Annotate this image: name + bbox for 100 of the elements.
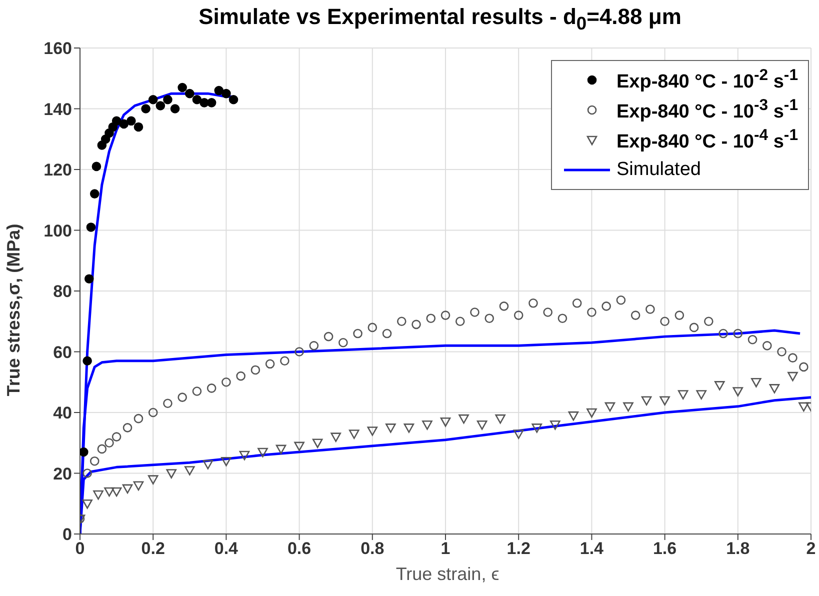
point [751,378,762,388]
point [265,359,275,369]
point [572,298,582,308]
point [185,88,194,98]
point [623,402,634,412]
point [206,384,216,393]
y-tick-label: 0 [62,525,72,544]
chart-title: Simulate vs Experimental results - d$_{0}$=4.88 μm [198,4,682,34]
point [799,362,808,372]
point [499,302,509,311]
point [294,347,304,356]
point [543,308,552,317]
y-tick-label: 40 [53,404,72,423]
point [532,424,542,433]
point [696,390,706,400]
point [777,347,786,356]
point [788,353,798,362]
point [86,222,96,232]
point [312,438,323,448]
point [104,487,114,497]
point [732,387,744,396]
point [704,316,714,326]
x-tick-label: 0.8 [360,539,384,558]
point [386,424,396,433]
point [550,420,560,430]
point [178,82,187,92]
point [396,316,406,326]
point [236,371,246,381]
point [382,328,392,338]
point [602,302,611,311]
point [134,122,144,132]
point [748,334,758,344]
point [112,116,122,126]
point [222,377,231,387]
point [455,316,465,326]
x-tick-label: 1 [440,539,450,558]
point [514,310,524,320]
point [718,328,728,338]
point [348,430,360,439]
point [678,390,688,400]
x-tick-label: 1.4 [580,539,604,558]
x-tick-label: 0.6 [287,539,312,558]
point [587,308,596,317]
point [192,386,202,396]
point [148,475,158,484]
point [148,94,158,104]
point [338,338,348,348]
point [470,308,480,317]
point [495,414,506,424]
point [126,116,136,126]
point [93,490,104,500]
x-tick-label: 2 [806,539,816,558]
point [206,98,216,108]
point [258,448,268,458]
point [84,274,94,284]
point [294,442,304,452]
y-tick-label: 140 [44,100,72,119]
point [353,328,362,338]
point [104,438,114,448]
point [92,162,102,172]
point [324,332,334,342]
legend-label: Exp-840 °C - 10$^{-4}$ s$^{-1}$ [616,126,798,154]
point [368,322,378,332]
point [440,417,451,427]
x-tick-label: 1.8 [726,539,750,558]
point [163,94,172,104]
point [513,430,524,439]
point [528,298,538,308]
point [762,341,772,350]
y-tick-label: 120 [44,160,72,180]
point [134,414,144,424]
point [166,469,177,478]
y-tick-label: 20 [53,464,72,484]
point [630,310,640,320]
point [202,460,214,470]
point [141,104,150,114]
point [148,408,158,418]
point [276,444,286,454]
legend-label: Exp-840 °C - 10$^{-3}$ s$^{-1}$ [616,96,798,124]
x-axis-title: True strain, ϵ [394,564,500,585]
point [133,481,144,491]
point [641,396,652,406]
point [689,322,699,332]
point [90,456,100,466]
point [222,88,231,98]
point [122,423,132,432]
point [82,499,92,509]
point [119,119,129,129]
point [476,420,488,430]
point [184,466,195,476]
point [111,487,122,497]
point [178,392,187,402]
point [586,408,597,418]
point [604,402,616,412]
point [458,414,469,424]
point [426,314,436,323]
point [112,432,122,442]
point [798,402,809,412]
y-tick-label: 80 [53,282,72,302]
point [440,310,450,320]
